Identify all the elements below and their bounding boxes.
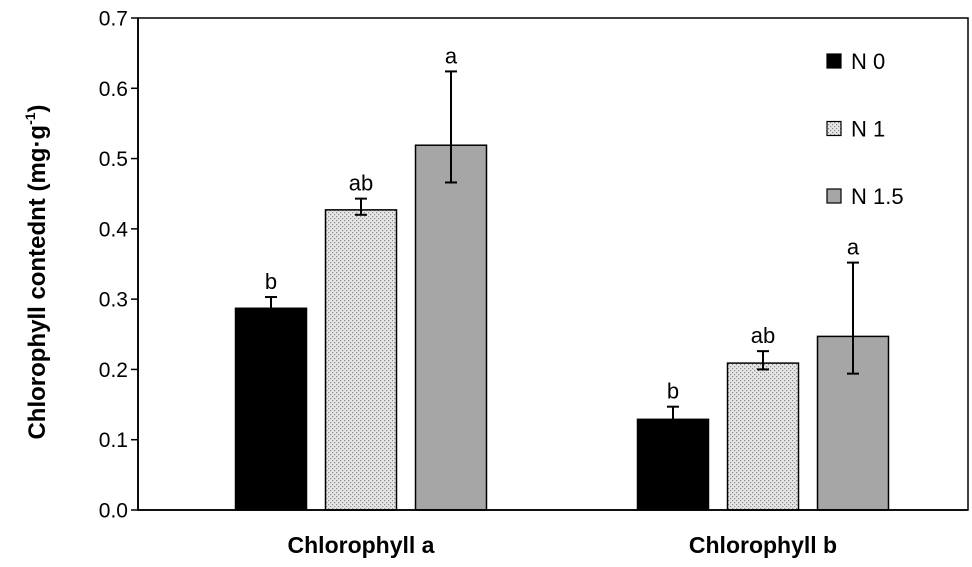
- y-tick-label: 0.3: [99, 289, 128, 312]
- significance-letter-chlorophyll-b-n-0: b: [667, 379, 679, 404]
- significance-letter-chlorophyll-a-n-0: b: [265, 269, 277, 294]
- legend-label-n-1-5: N 1.5: [851, 184, 904, 209]
- y-axis-title: Chlorophyll contednt (mg·g-1): [22, 104, 51, 439]
- error-bar-chlorophyll-a-n-1: [355, 197, 367, 216]
- significance-letter-chlorophyll-b-n-1: ab: [751, 323, 775, 348]
- x-category-label-chlorophyll-b: Chlorophyll b: [689, 532, 837, 558]
- legend-label-n-0: N 0: [851, 49, 885, 74]
- y-axis-title-main: Chlorophyll contednt (mg·g: [24, 125, 51, 440]
- y-tick-label: 0.0: [99, 500, 128, 523]
- legend: N 0 N 1 N 1.5: [826, 49, 904, 209]
- significance-letter-chlorophyll-a-n-1-5: a: [445, 43, 458, 68]
- y-tick-label: 0.2: [99, 359, 128, 382]
- y-axis-title-superscript: -1: [22, 112, 38, 125]
- bar-chlorophyll-b-n-0: [636, 418, 710, 511]
- error-bar-chlorophyll-a-n-1-5: [445, 70, 457, 184]
- y-tick-label: 0.7: [99, 8, 128, 31]
- significance-letter-chlorophyll-a-n-1: ab: [349, 171, 373, 196]
- y-tick-label: 0.5: [99, 148, 128, 171]
- y-axis-title-end: ): [24, 104, 51, 112]
- bar-chlorophyll-a-n-0: [234, 307, 308, 511]
- legend-label-n-1: N 1: [851, 117, 885, 142]
- error-bar-chlorophyll-b-n-0: [667, 405, 679, 427]
- x-category-label-chlorophyll-a: Chlorophyll a: [288, 532, 435, 558]
- legend-swatch-n-0: [826, 53, 842, 69]
- y-tick-label: 0.1: [99, 429, 128, 452]
- bar-chlorophyll-a-n-1: [324, 209, 398, 511]
- legend-swatch-n-1-5: [826, 188, 842, 204]
- y-tick-label: 0.4: [99, 218, 129, 241]
- y-tick-label: 0.6: [99, 78, 128, 101]
- legend-swatch-n-1: [826, 120, 842, 137]
- error-bar-chlorophyll-b-n-1-5: [847, 261, 859, 375]
- bar-chlorophyll-b-n-1: [726, 362, 800, 511]
- significance-letter-chlorophyll-b-n-1-5: a: [847, 235, 860, 260]
- error-bar-chlorophyll-a-n-0: [265, 296, 277, 315]
- error-bar-chlorophyll-b-n-1: [757, 350, 769, 371]
- bar-chlorophyll-a-n-1-5: [414, 144, 488, 511]
